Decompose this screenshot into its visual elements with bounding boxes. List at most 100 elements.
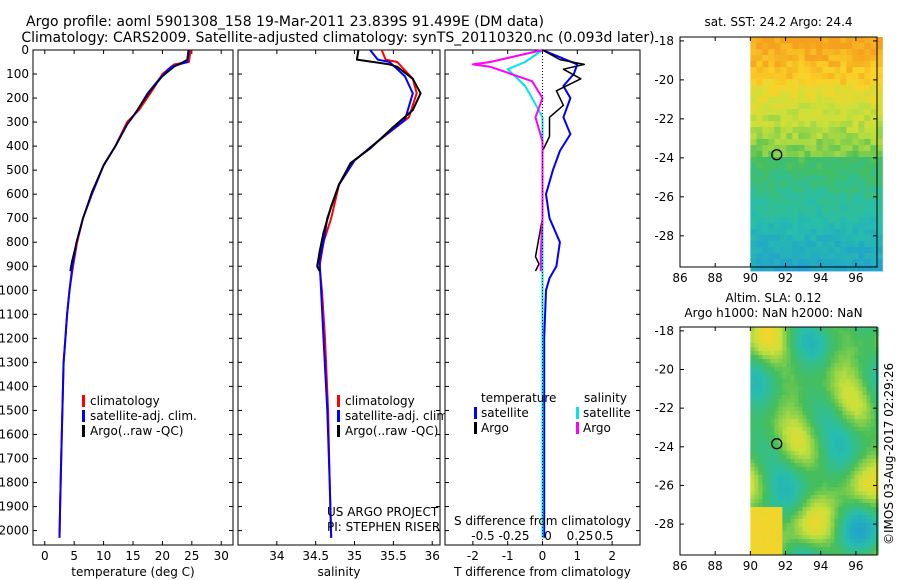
heatmap-cell	[766, 519, 771, 524]
heatmap-cell	[778, 539, 783, 544]
heatmap-cell	[768, 49, 775, 56]
heatmap-cell	[852, 49, 859, 56]
heatmap-cell	[822, 247, 829, 254]
heatmap-cell	[790, 459, 795, 464]
heatmap-cell	[852, 241, 859, 248]
heatmap-cell	[778, 547, 783, 552]
heatmap-cell	[794, 451, 799, 456]
heatmap-cell	[830, 483, 835, 488]
heatmap-cell	[826, 475, 831, 480]
heatmap-cell	[758, 527, 763, 532]
heatmap-cell	[810, 551, 815, 556]
heatmap-cell	[866, 475, 871, 480]
heatmap-cell	[768, 97, 775, 104]
heatmap-cell	[876, 229, 883, 236]
heatmap-cell	[790, 447, 795, 452]
heatmap-cell	[774, 379, 779, 384]
heatmap-cell	[756, 217, 763, 224]
heatmap-cell	[802, 367, 807, 372]
heatmap-cell	[782, 547, 787, 552]
heatmap-cell	[834, 265, 841, 272]
heatmap-cell	[816, 169, 823, 176]
heatmap-cell	[810, 205, 817, 212]
heatmap-cell	[870, 411, 875, 416]
heatmap-cell	[766, 403, 771, 408]
heatmap-cell	[846, 91, 853, 98]
heatmap-cell	[864, 223, 871, 230]
y-tick-label: 200	[6, 91, 29, 105]
heatmap-cell	[842, 431, 847, 436]
heatmap-cell	[798, 459, 803, 464]
heatmap-cell	[770, 451, 775, 456]
heatmap-cell	[798, 145, 805, 152]
heatmap-cell	[864, 91, 871, 98]
heatmap-cell	[810, 371, 815, 376]
heatmap-cell	[802, 495, 807, 500]
heatmap-cell	[850, 495, 855, 500]
x-tick-label: 1	[574, 549, 582, 563]
heatmap-cell	[762, 383, 767, 388]
heatmap-cell	[834, 73, 841, 80]
heatmap-cell	[780, 181, 787, 188]
heatmap-cell	[762, 163, 769, 170]
heatmap-cell	[850, 499, 855, 504]
heatmap-cell	[804, 115, 811, 122]
heatmap-cell	[828, 133, 835, 140]
heatmap-cell	[846, 403, 851, 408]
heatmap-cell	[790, 355, 795, 360]
heatmap-cell	[838, 491, 843, 496]
heatmap-cell	[790, 503, 795, 508]
heatmap-cell	[802, 499, 807, 504]
heatmap-cell	[840, 121, 847, 128]
heatmap-cell	[852, 85, 859, 92]
heatmap-cell	[818, 343, 823, 348]
heatmap-cell	[814, 375, 819, 380]
heatmap-cell	[866, 359, 871, 364]
heatmap-cell	[774, 217, 781, 224]
heatmap-cell	[834, 229, 841, 236]
heatmap-cell	[804, 211, 811, 218]
heatmap-cell	[774, 431, 779, 436]
heatmap-cell	[786, 495, 791, 500]
heatmap-cell	[798, 547, 803, 552]
heatmap-cell	[798, 535, 803, 540]
heatmap-cell	[854, 327, 859, 332]
heatmap-cell	[790, 467, 795, 472]
heatmap-cell	[862, 415, 867, 420]
heatmap-cell	[850, 395, 855, 400]
heatmap-cell	[840, 91, 847, 98]
heatmap-cell	[846, 211, 853, 218]
heatmap-cell	[870, 543, 875, 548]
heatmap-cell	[782, 507, 787, 512]
heatmap-cell	[826, 423, 831, 428]
x-tick-label: 86	[672, 271, 687, 285]
heatmap-cell	[816, 265, 823, 272]
heatmap-cell	[778, 375, 783, 380]
heatmap-cell	[794, 547, 799, 552]
heatmap-cell	[822, 479, 827, 484]
heatmap-cell	[782, 415, 787, 420]
heatmap-cell	[762, 487, 767, 492]
heatmap-cell	[774, 253, 781, 260]
heatmap-cell	[834, 383, 839, 388]
heatmap-cell	[810, 327, 815, 332]
heatmap-cell	[758, 495, 763, 500]
heatmap-cell	[766, 547, 771, 552]
heatmap-cell	[790, 539, 795, 544]
heatmap-cell	[822, 455, 827, 460]
heatmap-cell	[850, 475, 855, 480]
heatmap-cell	[750, 363, 755, 368]
heatmap-cell	[834, 483, 839, 488]
heatmap-cell	[770, 547, 775, 552]
heatmap-cell	[774, 483, 779, 488]
heatmap-cell	[840, 109, 847, 116]
heatmap-cell	[818, 395, 823, 400]
heatmap-cell	[798, 407, 803, 412]
heatmap-cell	[750, 471, 755, 476]
heatmap-cell	[818, 499, 823, 504]
heatmap-cell	[806, 371, 811, 376]
heatmap-cell	[786, 507, 791, 512]
heatmap-cell	[822, 363, 827, 368]
heatmap-cell	[762, 79, 769, 86]
heatmap-cell	[846, 169, 853, 176]
